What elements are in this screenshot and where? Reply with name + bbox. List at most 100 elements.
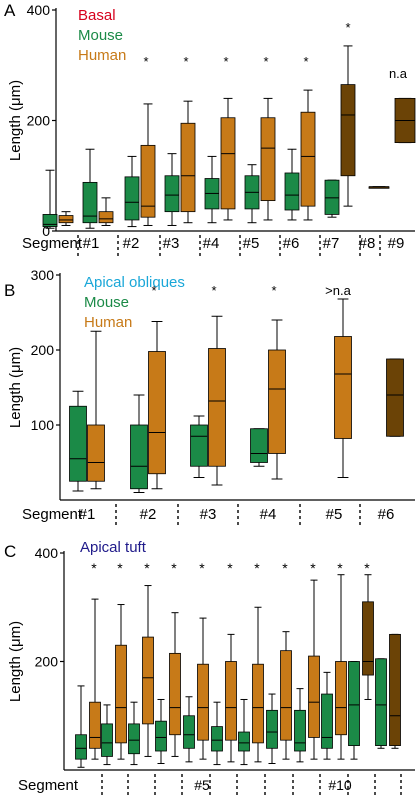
mouse-box xyxy=(250,428,268,467)
legend-entry: Mouse xyxy=(84,294,129,311)
segment-label: #5 xyxy=(326,506,343,523)
box-iqr xyxy=(183,715,195,749)
box-iqr xyxy=(89,701,101,749)
legend-entry: Human xyxy=(84,314,132,331)
box-iqr xyxy=(268,349,286,454)
box-iqr xyxy=(75,734,87,760)
box-iqr xyxy=(197,663,209,741)
mouse-box xyxy=(164,153,180,226)
panel-letter: C xyxy=(4,542,16,561)
human-box xyxy=(386,358,404,437)
human-box xyxy=(140,103,156,226)
y-tick-label: 100 xyxy=(31,417,55,433)
legend-entry: Apical obliques xyxy=(84,274,185,291)
segment-label: #5 xyxy=(194,777,210,793)
legend-entry: Mouse xyxy=(78,27,123,44)
y-tick-label: 200 xyxy=(27,113,51,129)
mouse-box xyxy=(348,661,360,760)
segment-label: #7 xyxy=(323,235,340,252)
segment-label: #1 xyxy=(83,235,100,252)
mouse-box xyxy=(130,394,148,493)
panel-b: B 100 200 300 Length (μm) Apical obliques Mous… xyxy=(4,267,415,528)
box-iqr xyxy=(208,348,226,467)
box-iqr xyxy=(98,211,114,224)
box-iqr xyxy=(58,215,74,224)
segment-label: #6 xyxy=(283,235,300,252)
human-box xyxy=(280,631,292,760)
box-iqr xyxy=(164,175,180,213)
human-box xyxy=(368,186,390,189)
segment-label: #3 xyxy=(163,235,180,252)
segment-label: #1 xyxy=(79,506,96,523)
mouse-box xyxy=(321,671,333,760)
mouse-box xyxy=(294,688,306,763)
y-tick-label: 200 xyxy=(35,654,59,670)
box-iqr xyxy=(42,214,58,227)
mouse-box xyxy=(42,169,58,229)
box-iqr xyxy=(294,709,306,752)
human-box xyxy=(225,633,237,763)
box-iqr xyxy=(180,122,196,213)
box-iqr xyxy=(69,405,87,482)
box-iqr xyxy=(190,424,208,467)
human-box xyxy=(58,211,74,226)
mouse-box xyxy=(375,658,387,749)
box-iqr xyxy=(148,351,166,475)
segment-label: #4 xyxy=(203,235,220,252)
segment-label: #10 xyxy=(328,777,352,793)
box-iqr xyxy=(324,179,340,215)
box-iqr xyxy=(130,424,148,490)
box-iqr xyxy=(250,428,268,463)
legend-entry: Basal xyxy=(78,7,116,24)
box-iqr xyxy=(334,336,352,439)
box-iqr xyxy=(266,709,278,749)
box-iqr xyxy=(140,144,156,218)
human-box xyxy=(208,315,226,486)
human-box xyxy=(260,97,276,221)
box-iqr xyxy=(82,181,98,224)
human-box xyxy=(220,97,236,221)
significance-mark: >n.a xyxy=(325,283,351,298)
significance-mark: * xyxy=(199,560,205,576)
box-iqr xyxy=(348,661,360,746)
significance-mark: * xyxy=(211,283,216,298)
segment-label: #2 xyxy=(123,235,140,252)
mouse-box xyxy=(266,693,278,764)
x-axis-label: Segment xyxy=(18,777,79,794)
significance-mark: * xyxy=(183,54,188,69)
y-tick-label: 0 xyxy=(42,223,50,239)
human-box xyxy=(115,604,127,760)
mouse-box xyxy=(124,155,140,228)
mouse-box xyxy=(69,390,87,492)
human-box xyxy=(89,598,101,760)
human-box xyxy=(87,330,105,490)
human-box xyxy=(394,97,416,144)
box-iqr xyxy=(260,117,276,202)
significance-mark: * xyxy=(143,54,148,69)
human-box xyxy=(197,617,209,760)
box-iqr xyxy=(225,661,237,741)
box-iqr xyxy=(375,658,387,746)
significance-mark: * xyxy=(144,560,150,576)
human-box xyxy=(98,197,114,226)
mouse-box xyxy=(204,155,220,224)
legend-entry: Apical tuft xyxy=(80,539,147,556)
y-axis-label: Length (μm) xyxy=(7,80,24,161)
panel-letter: B xyxy=(4,281,15,300)
box-iqr xyxy=(128,723,140,755)
significance-mark: * xyxy=(364,560,370,576)
x-axis-label: Segment xyxy=(22,235,83,252)
mouse-box xyxy=(190,415,208,478)
human-box xyxy=(308,579,320,760)
significance-mark: * xyxy=(271,283,276,298)
mouse-box xyxy=(284,148,300,221)
human-box xyxy=(252,606,264,763)
mouse-box xyxy=(75,685,87,768)
y-tick-label: 200 xyxy=(31,342,55,358)
segment-label: #5 xyxy=(243,235,260,252)
human-box xyxy=(300,89,316,221)
box-iqr xyxy=(211,726,223,752)
mouse-box xyxy=(211,701,223,766)
segment-label: #6 xyxy=(378,506,395,523)
